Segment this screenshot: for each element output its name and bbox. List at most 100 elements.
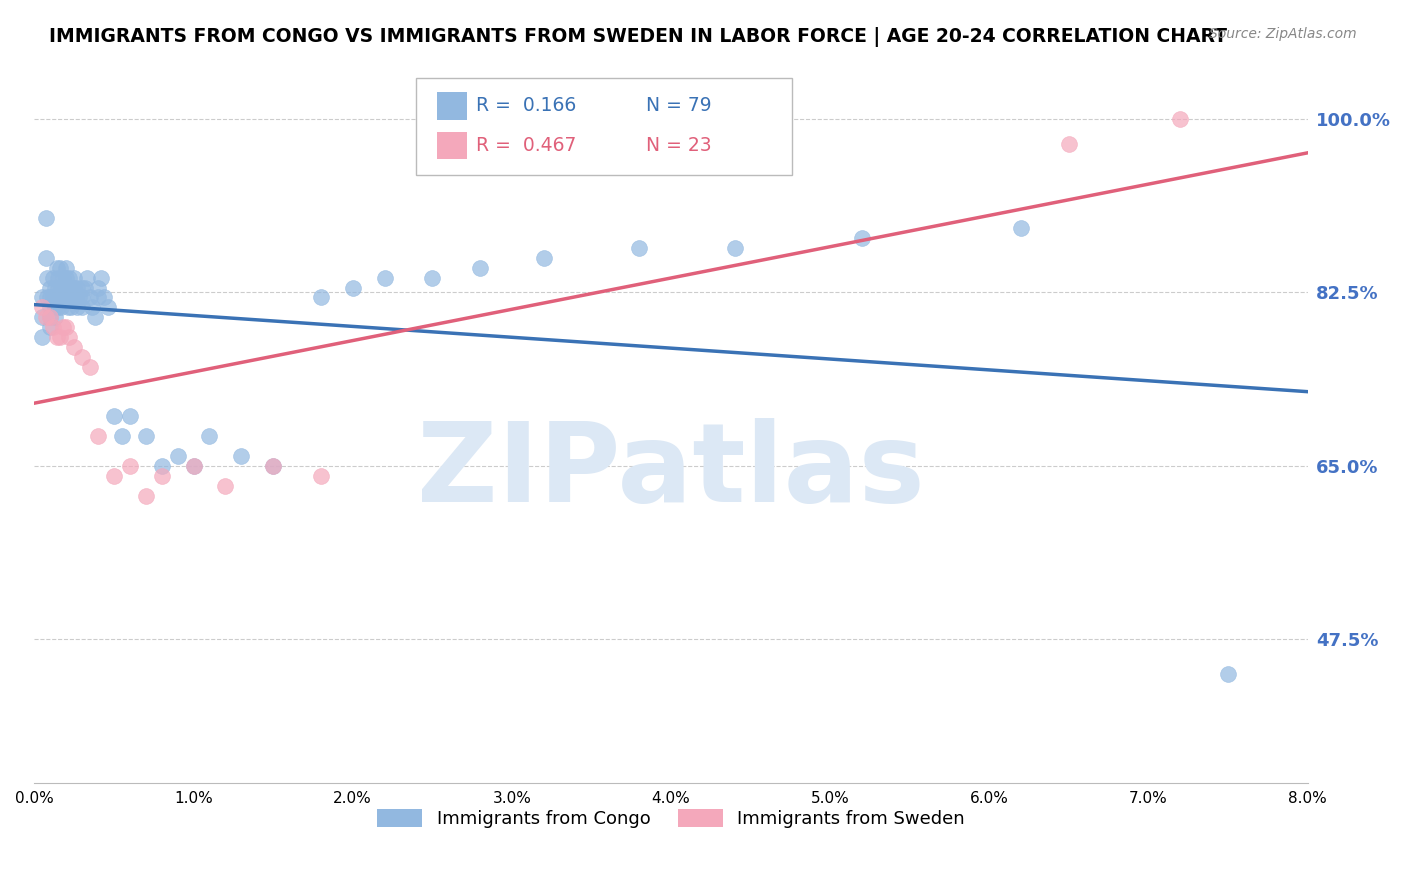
- Point: [34, 310, 56, 325]
- Point: [59, 280, 82, 294]
- Point: [75, 280, 97, 294]
- Point: [58, 330, 80, 344]
- Point: [44, 310, 66, 325]
- FancyBboxPatch shape: [416, 78, 792, 176]
- Point: [198, 429, 221, 443]
- Point: [628, 241, 651, 255]
- Point: [34, 251, 56, 265]
- Point: [39, 310, 62, 325]
- Point: [83, 310, 105, 325]
- Point: [90, 270, 112, 285]
- Point: [46, 270, 69, 285]
- Point: [52, 320, 75, 334]
- Point: [420, 270, 443, 285]
- Point: [70, 301, 93, 315]
- Text: R =  0.166: R = 0.166: [477, 96, 576, 115]
- Point: [262, 458, 284, 473]
- Point: [150, 468, 173, 483]
- Point: [45, 290, 67, 304]
- Point: [34, 211, 56, 226]
- Point: [1057, 136, 1080, 151]
- Point: [1010, 221, 1032, 235]
- Point: [309, 290, 332, 304]
- Legend: Immigrants from Congo, Immigrants from Sweden: Immigrants from Congo, Immigrants from S…: [370, 802, 972, 836]
- Point: [52, 270, 75, 285]
- Point: [63, 270, 86, 285]
- Point: [135, 429, 157, 443]
- Point: [80, 301, 103, 315]
- Point: [31, 310, 53, 325]
- Point: [1170, 112, 1192, 126]
- Point: [63, 280, 86, 294]
- Point: [67, 290, 90, 304]
- Point: [66, 301, 89, 315]
- Point: [76, 270, 98, 285]
- Point: [55, 320, 77, 334]
- Point: [118, 409, 141, 424]
- Point: [87, 280, 110, 294]
- Point: [31, 330, 53, 344]
- Point: [63, 340, 86, 354]
- Point: [39, 280, 62, 294]
- Point: [58, 270, 80, 285]
- Point: [51, 301, 73, 315]
- Point: [70, 350, 93, 364]
- Point: [49, 290, 72, 304]
- FancyBboxPatch shape: [437, 132, 467, 160]
- Point: [93, 290, 115, 304]
- Point: [55, 260, 77, 275]
- Point: [49, 330, 72, 344]
- Point: [166, 449, 188, 463]
- Point: [103, 409, 125, 424]
- Point: [231, 449, 253, 463]
- Point: [53, 280, 76, 294]
- Point: [533, 251, 555, 265]
- Point: [44, 301, 66, 315]
- Point: [45, 330, 67, 344]
- Point: [42, 320, 65, 334]
- Point: [31, 301, 53, 315]
- Point: [45, 260, 67, 275]
- Point: [39, 320, 62, 334]
- Point: [49, 260, 72, 275]
- Point: [31, 290, 53, 304]
- Point: [37, 270, 59, 285]
- Point: [44, 280, 66, 294]
- Point: [62, 290, 84, 304]
- Point: [373, 270, 395, 285]
- Point: [214, 479, 236, 493]
- Point: [56, 301, 79, 315]
- Point: [37, 290, 59, 304]
- Text: N = 79: N = 79: [645, 96, 711, 115]
- Point: [724, 241, 747, 255]
- Point: [42, 270, 65, 285]
- Point: [46, 280, 69, 294]
- Point: [70, 290, 93, 304]
- Point: [342, 280, 364, 294]
- Point: [309, 468, 332, 483]
- Point: [851, 231, 873, 245]
- Point: [1216, 667, 1239, 681]
- Point: [59, 301, 82, 315]
- Point: [118, 458, 141, 473]
- Point: [468, 260, 491, 275]
- Point: [55, 290, 77, 304]
- Point: [52, 290, 75, 304]
- Point: [262, 458, 284, 473]
- Point: [111, 429, 134, 443]
- Point: [46, 301, 69, 315]
- Text: IMMIGRANTS FROM CONGO VS IMMIGRANTS FROM SWEDEN IN LABOR FORCE | AGE 20-24 CORRE: IMMIGRANTS FROM CONGO VS IMMIGRANTS FROM…: [49, 27, 1227, 46]
- Point: [97, 301, 120, 315]
- FancyBboxPatch shape: [437, 92, 467, 120]
- Point: [103, 468, 125, 483]
- Text: Source: ZipAtlas.com: Source: ZipAtlas.com: [1209, 27, 1357, 41]
- Point: [58, 290, 80, 304]
- Text: ZIPatlas: ZIPatlas: [418, 418, 925, 525]
- Point: [39, 290, 62, 304]
- Point: [39, 301, 62, 315]
- Point: [183, 458, 205, 473]
- Point: [87, 290, 110, 304]
- Point: [55, 270, 77, 285]
- Point: [135, 489, 157, 503]
- Point: [79, 359, 101, 374]
